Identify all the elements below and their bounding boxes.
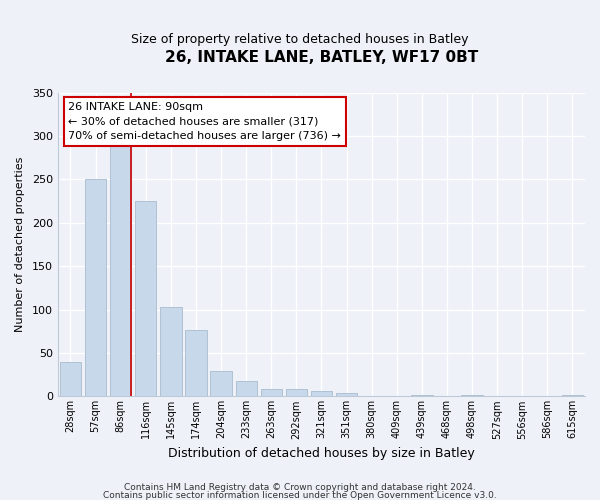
Bar [185, 330, 206, 396]
Bar [260, 388, 282, 396]
Y-axis label: Number of detached properties: Number of detached properties [15, 157, 25, 332]
Bar [211, 371, 232, 396]
Text: Size of property relative to detached houses in Batley: Size of property relative to detached ho… [131, 32, 469, 46]
Bar [60, 362, 81, 396]
Bar [562, 394, 583, 396]
Bar [160, 307, 182, 396]
Bar [286, 388, 307, 396]
Text: Contains public sector information licensed under the Open Government Licence v3: Contains public sector information licen… [103, 490, 497, 500]
Bar [236, 381, 257, 396]
Text: 26 INTAKE LANE: 90sqm
← 30% of detached houses are smaller (317)
70% of semi-det: 26 INTAKE LANE: 90sqm ← 30% of detached … [68, 102, 341, 141]
Bar [461, 394, 483, 396]
Bar [411, 394, 433, 396]
Bar [110, 142, 131, 397]
Title: 26, INTAKE LANE, BATLEY, WF17 0BT: 26, INTAKE LANE, BATLEY, WF17 0BT [165, 50, 478, 65]
Bar [336, 393, 357, 396]
Text: Contains HM Land Registry data © Crown copyright and database right 2024.: Contains HM Land Registry data © Crown c… [124, 483, 476, 492]
Bar [135, 201, 157, 396]
X-axis label: Distribution of detached houses by size in Batley: Distribution of detached houses by size … [168, 447, 475, 460]
Bar [311, 391, 332, 396]
Bar [85, 180, 106, 396]
